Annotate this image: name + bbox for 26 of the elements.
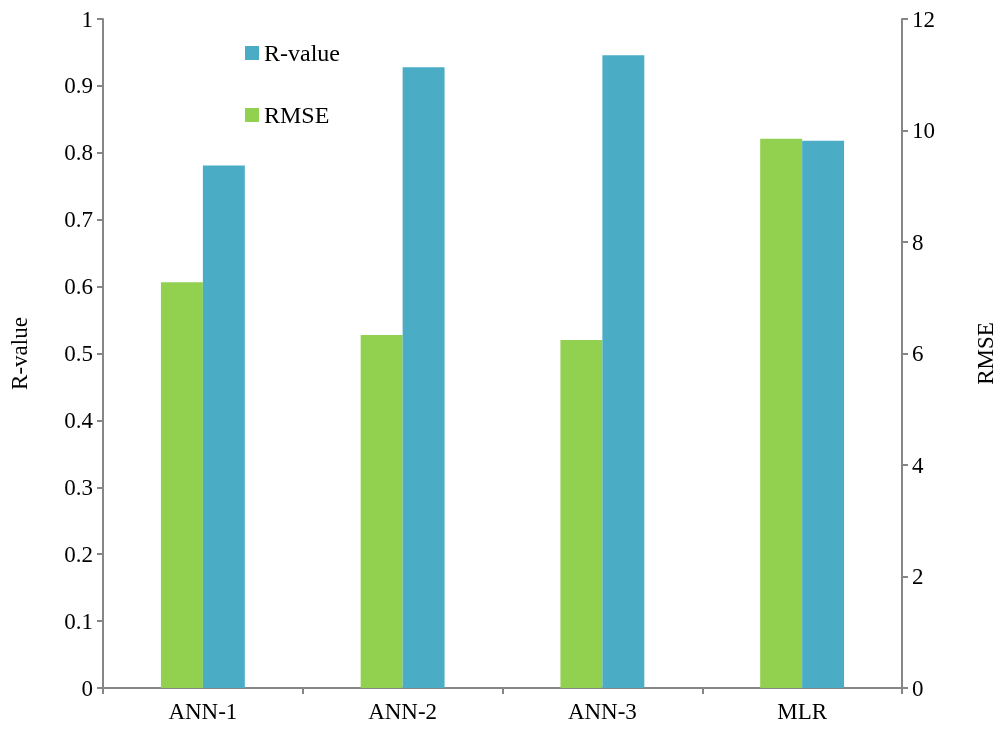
legend-label: RMSE <box>264 102 330 128</box>
y-tick-label: 0.2 <box>64 541 93 567</box>
y-tick-label: 1 <box>81 6 93 32</box>
y2-tick-label: 8 <box>912 229 924 255</box>
y2-tick-label: 12 <box>912 6 935 32</box>
y2-tick-label: 2 <box>912 564 924 589</box>
y-tick-label: 0.5 <box>64 341 93 366</box>
x-tick-label: ANN-3 <box>567 699 637 724</box>
y-tick-label: 0.3 <box>64 474 93 500</box>
y2-tick-label: 10 <box>912 118 935 143</box>
y-tick-label: 0.9 <box>64 73 93 99</box>
y-tick-label: 0.7 <box>64 207 93 233</box>
y-tick-label: 0.6 <box>64 274 93 300</box>
y-axis-title: R-value <box>7 317 32 390</box>
y-tick-label: 0.4 <box>64 407 94 433</box>
y2-axis-title: RMSE <box>973 322 998 385</box>
y-tick-label: 0.1 <box>64 608 93 634</box>
x-tick-label: ANN-2 <box>368 699 438 724</box>
y-tick-label: 0 <box>81 675 93 701</box>
y-tick-label: 0.8 <box>64 140 93 166</box>
legend-label: R-value <box>264 40 340 66</box>
x-tick-label: MLR <box>777 699 828 724</box>
y2-tick-label: 6 <box>912 341 924 366</box>
y2-tick-label: 0 <box>912 675 924 701</box>
y2-tick-label: 4 <box>912 452 924 478</box>
x-tick-label: ANN-1 <box>168 699 238 724</box>
